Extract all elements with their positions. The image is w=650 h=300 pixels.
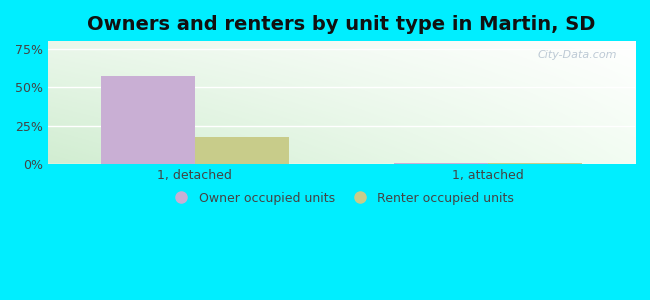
Text: City-Data.com: City-Data.com [538,50,617,60]
Title: Owners and renters by unit type in Martin, SD: Owners and renters by unit type in Marti… [87,15,595,34]
Bar [488,163,582,164]
Legend: Owner occupied units, Renter occupied units: Owner occupied units, Renter occupied un… [164,187,519,210]
Bar [395,163,488,164]
Bar [194,136,289,164]
Bar [101,76,194,164]
